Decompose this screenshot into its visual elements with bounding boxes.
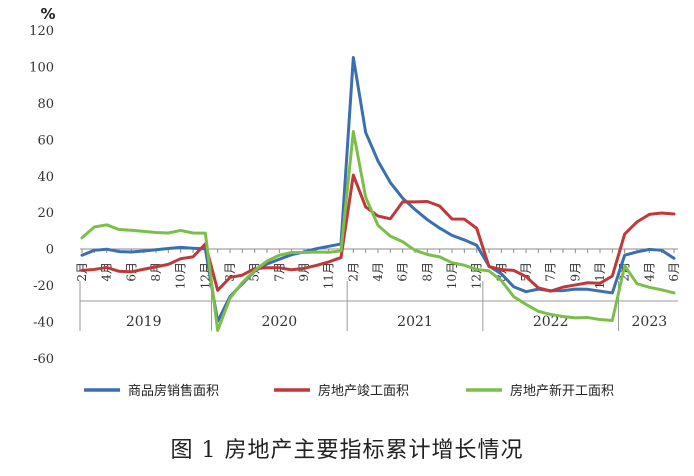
y-tick-label: 100 — [29, 60, 54, 75]
x-month-label: 7月 — [272, 262, 286, 282]
y-tick-label: 0 — [46, 243, 54, 258]
series-line-1 — [80, 56, 676, 323]
series-line-3 — [80, 130, 676, 332]
x-year-label: 2021 — [397, 314, 433, 330]
y-tick-label: 80 — [37, 97, 54, 112]
x-month-label: 9月 — [297, 262, 311, 282]
x-year-label: 2020 — [262, 314, 298, 330]
series-line-2 — [80, 173, 676, 293]
x-month-label: 10月 — [174, 262, 188, 289]
x-month-label: 2月 — [346, 262, 360, 282]
legend-label-3: 房地产新开工面积 — [510, 383, 614, 399]
x-month-label: 9月 — [568, 262, 582, 282]
plot-area — [80, 56, 676, 332]
legend-label-2: 房地产竣工面积 — [318, 383, 409, 399]
y-tick-label: 60 — [37, 133, 54, 148]
x-year-label: 2023 — [632, 314, 668, 330]
y-axis: 120 100 80 60 40 20 0 -20 -40 -60 — [29, 24, 54, 367]
y-tick-label: -40 — [33, 316, 54, 331]
y-tick-label: 120 — [29, 24, 54, 39]
unit-label: % — [40, 5, 55, 23]
y-tick-label: 40 — [37, 170, 54, 185]
x-year-label: 2022 — [533, 314, 569, 330]
figure-caption: 图 1 房地产主要指标累计增长情况 — [170, 438, 524, 463]
y-tick-label: -20 — [33, 279, 54, 294]
x-month-label: 5月 — [519, 262, 533, 282]
x-month-label: 11月 — [593, 262, 607, 289]
x-month-label: 12月 — [470, 262, 484, 289]
legend: 商品房销售面积 房地产竣工面积 房地产新开工面积 — [84, 383, 614, 399]
x-month-label: 6月 — [667, 262, 681, 282]
y-tick-label: -60 — [33, 352, 54, 367]
x-month-label: 10月 — [445, 262, 459, 289]
legend-label-1: 商品房销售面积 — [128, 383, 219, 399]
x-month-label: 11月 — [322, 262, 336, 289]
x-month-label: 8月 — [420, 262, 434, 282]
x-month-label: 7月 — [544, 262, 558, 282]
x-year-label: 2019 — [126, 314, 162, 330]
x-month-label: 4月 — [371, 262, 385, 282]
y-tick-label: 20 — [37, 206, 54, 221]
x-month-label: 4月 — [642, 262, 656, 282]
x-month-label: 6月 — [396, 262, 410, 282]
x-month-label: 4月 — [100, 262, 114, 282]
